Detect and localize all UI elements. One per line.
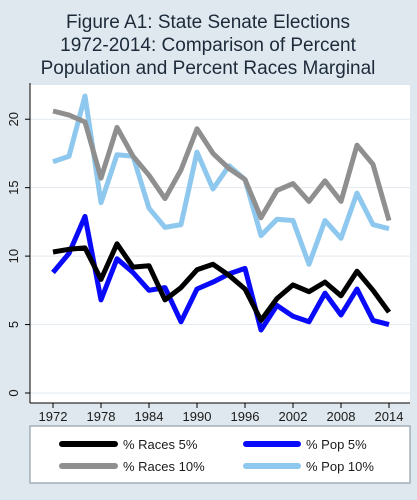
chart-title-line-3: Population and Percent Races Marginal	[41, 58, 376, 79]
x-tick-label: 2014	[375, 409, 404, 424]
legend-label: % Pop 10%	[306, 459, 374, 474]
series-line-1	[51, 213, 390, 333]
y-tick-label: 10	[6, 249, 21, 263]
series-line-0	[52, 241, 392, 323]
series-lines	[51, 93, 392, 333]
legend-label: % Races 10%	[123, 459, 205, 474]
x-tick-label: 2008	[327, 409, 356, 424]
x-tick-label: 1978	[87, 409, 116, 424]
x-tick-label: 1984	[135, 409, 164, 424]
x-tick-label: 2002	[279, 409, 308, 424]
legend-label: % Pop 5%	[306, 437, 367, 452]
y-tick-label: 20	[6, 112, 21, 126]
chart-title: Figure A1: State Senate Elections 1972-2…	[41, 12, 376, 79]
y-tick-label: 0	[6, 389, 21, 396]
axes: 0 5 10 15 20 1972 1978 1984 1990 1996 2002 2008 2014	[6, 83, 410, 424]
y-tick-label: 5	[6, 321, 21, 328]
x-tick-label: 1972	[39, 409, 68, 424]
chart-title-line-1: Figure A1: State Senate Elections	[66, 12, 350, 33]
y-tick-label: 15	[6, 180, 21, 194]
x-tick-label: 1990	[183, 409, 212, 424]
legend-box	[29, 425, 411, 484]
series-line-3	[52, 93, 390, 267]
x-tick-label: 1996	[231, 409, 260, 424]
legend-label: % Races 5%	[123, 437, 198, 452]
series-line-2	[52, 108, 392, 222]
chart-title-line-2: 1972-2014: Comparison of Percent	[60, 35, 356, 56]
legend: % Races 5% % Pop 5% % Races 10% % Pop 10%	[29, 425, 411, 484]
